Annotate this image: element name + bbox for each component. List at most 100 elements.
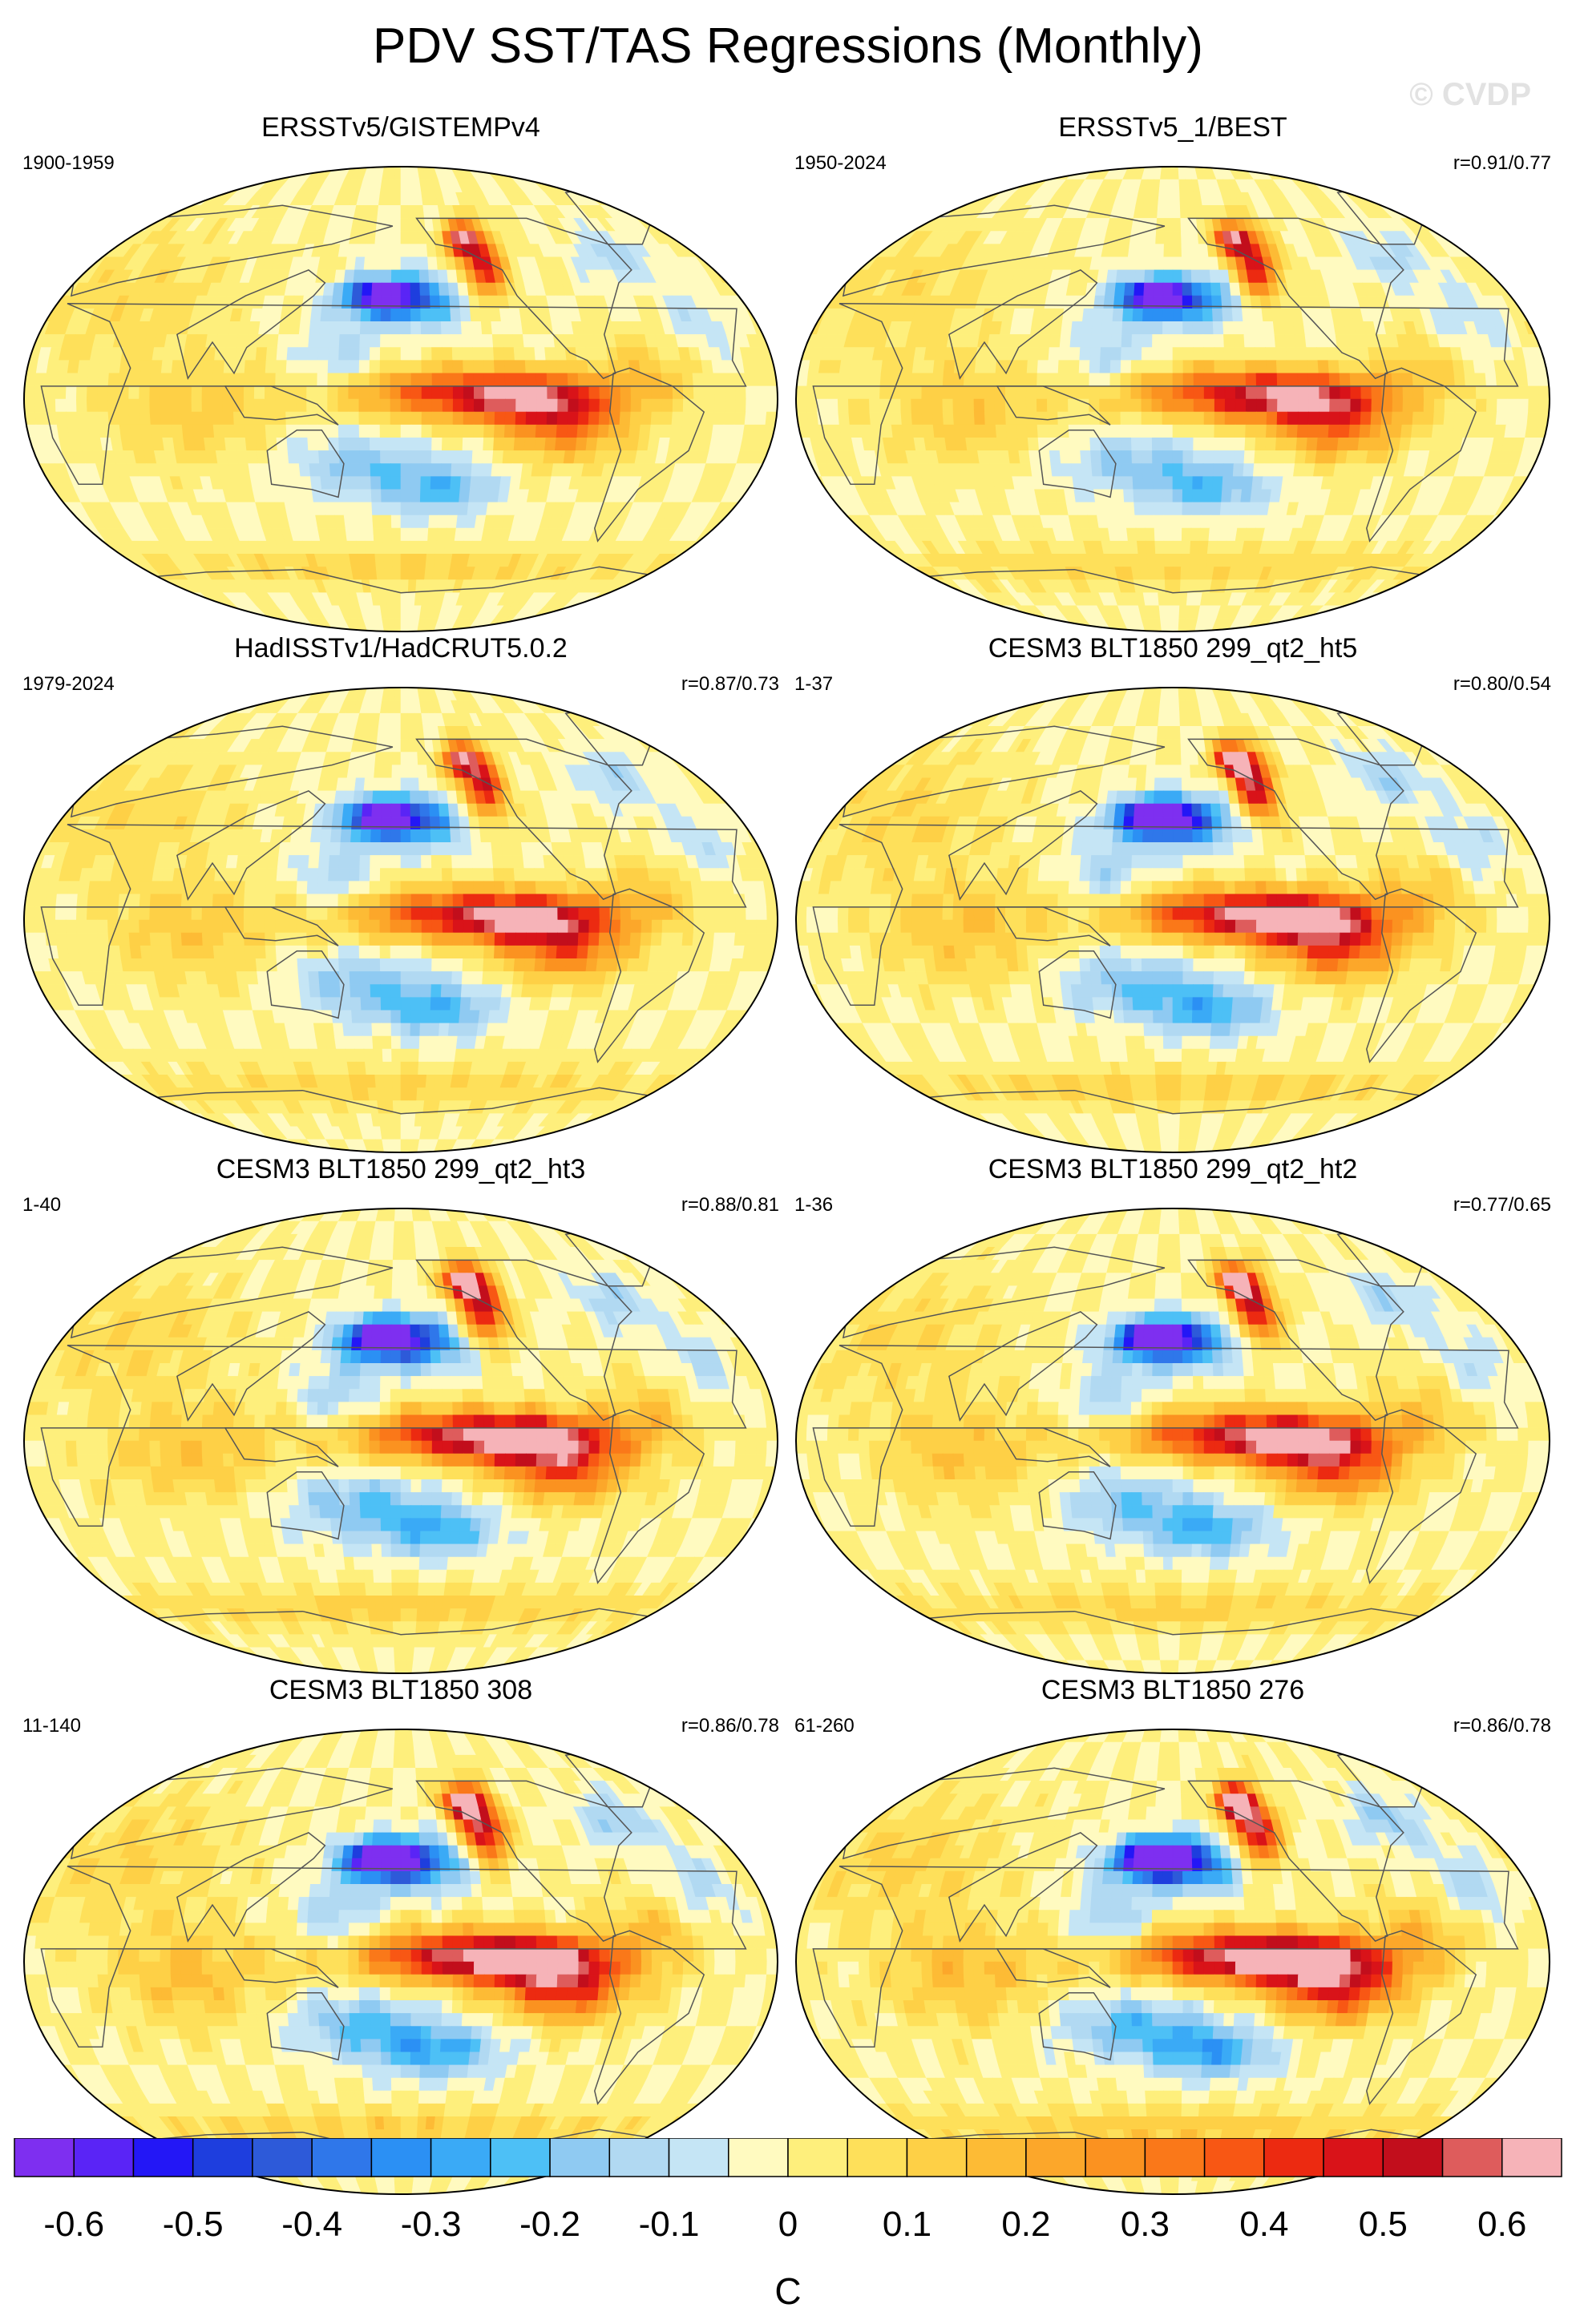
- field-cell: [1255, 437, 1267, 451]
- field-cell: [255, 347, 268, 361]
- field-cell: [328, 334, 341, 348]
- field-cell: [1172, 502, 1183, 516]
- field-cell: [1232, 321, 1245, 335]
- field-cell: [426, 540, 438, 555]
- field-cell: [102, 567, 127, 580]
- field-cell: [300, 308, 313, 322]
- field-cell: [633, 592, 661, 607]
- field-cell: [317, 360, 329, 374]
- field-cell: [421, 360, 433, 374]
- field-cell: [1172, 579, 1182, 594]
- field-cell: [277, 334, 289, 348]
- field-cell: [1003, 167, 1030, 180]
- field-cell: [1069, 437, 1081, 451]
- field-cell: [231, 167, 258, 180]
- field-cell: [1340, 385, 1352, 400]
- field-cell: [297, 437, 309, 451]
- field-cell: [1144, 269, 1155, 284]
- field-cell: [744, 411, 757, 426]
- field-cell: [379, 385, 391, 400]
- field-cell: [348, 424, 360, 438]
- field-cell: [352, 282, 364, 297]
- field-cell: [149, 411, 162, 426]
- field-cell: [1113, 295, 1125, 309]
- field-cell: [1133, 489, 1145, 503]
- field-cell: [1028, 167, 1052, 180]
- field-cell: [522, 450, 535, 464]
- field-cell: [1008, 334, 1021, 348]
- field-cell: [471, 321, 483, 335]
- field-cell: [1420, 424, 1434, 438]
- field-cell: [338, 437, 350, 451]
- field-cell: [1130, 411, 1142, 426]
- field-cell: [234, 437, 248, 451]
- field-cell: [265, 347, 278, 361]
- field-cell: [626, 192, 653, 206]
- field-cell: [891, 218, 915, 232]
- field-cell: [379, 347, 391, 361]
- field-cell: [1105, 502, 1117, 516]
- field-cell: [306, 385, 318, 400]
- field-cell: [1151, 411, 1163, 426]
- field-cell: [1219, 502, 1231, 516]
- field-cell: [410, 424, 422, 438]
- field-cell: [317, 437, 329, 451]
- map-panel: ERSSTv5/GISTEMPv4 1900-1959: [16, 112, 786, 641]
- field-cell: [1431, 567, 1455, 580]
- field-cell: [1182, 321, 1194, 335]
- field-cell: [1245, 373, 1257, 387]
- field-cell: [1181, 527, 1192, 542]
- field-cell: [390, 321, 402, 335]
- field-cell: [98, 553, 120, 567]
- field-cell: [171, 360, 184, 374]
- field-cell: [296, 373, 308, 387]
- field-cell: [160, 373, 172, 387]
- field-cell: [512, 334, 525, 348]
- field-cell: [555, 618, 584, 631]
- field-cell: [353, 514, 365, 529]
- field-cell: [1433, 411, 1445, 426]
- field-cell: [420, 308, 431, 322]
- field-cell: [45, 373, 58, 387]
- field-cell: [442, 360, 454, 374]
- field-cell: [1315, 167, 1343, 180]
- field-cell: [994, 411, 1007, 426]
- field-cell: [459, 476, 472, 490]
- field-cell: [1431, 204, 1457, 219]
- field-cell: [1378, 192, 1404, 206]
- field-cell: [431, 373, 443, 387]
- field-cell: [1318, 411, 1330, 426]
- field-cell: [1214, 360, 1226, 374]
- field-cell: [1182, 514, 1192, 529]
- field-cell: [1048, 347, 1061, 361]
- field-cell: [1050, 463, 1063, 478]
- field-cell: [350, 618, 363, 631]
- field-cell: [1130, 373, 1142, 387]
- field-cell: [410, 373, 422, 387]
- field-cell: [243, 167, 269, 180]
- field-cell: [1182, 437, 1194, 451]
- field-cell: [1162, 295, 1174, 309]
- field-cell: [328, 450, 341, 464]
- field-cell: [266, 334, 280, 348]
- field-cell: [1203, 424, 1215, 438]
- field-cell: [1089, 385, 1101, 400]
- field-cell: [806, 411, 819, 426]
- field-cell: [442, 411, 454, 426]
- field-cell: [244, 437, 257, 451]
- field-cell: [1328, 411, 1341, 426]
- field-cell: [451, 347, 463, 361]
- field-cell: [1172, 567, 1182, 580]
- field-cell: [150, 360, 164, 374]
- field-cell: [1439, 218, 1463, 232]
- field-cell: [1160, 167, 1168, 180]
- field-cell: [638, 360, 652, 374]
- field-cell: [191, 398, 203, 413]
- field-cell: [1517, 385, 1530, 400]
- field-cell: [421, 437, 433, 451]
- field-cell: [308, 450, 320, 464]
- field-cell: [459, 489, 471, 503]
- field-cell: [327, 398, 339, 413]
- field-cell: [193, 437, 206, 451]
- field-cell: [297, 347, 309, 361]
